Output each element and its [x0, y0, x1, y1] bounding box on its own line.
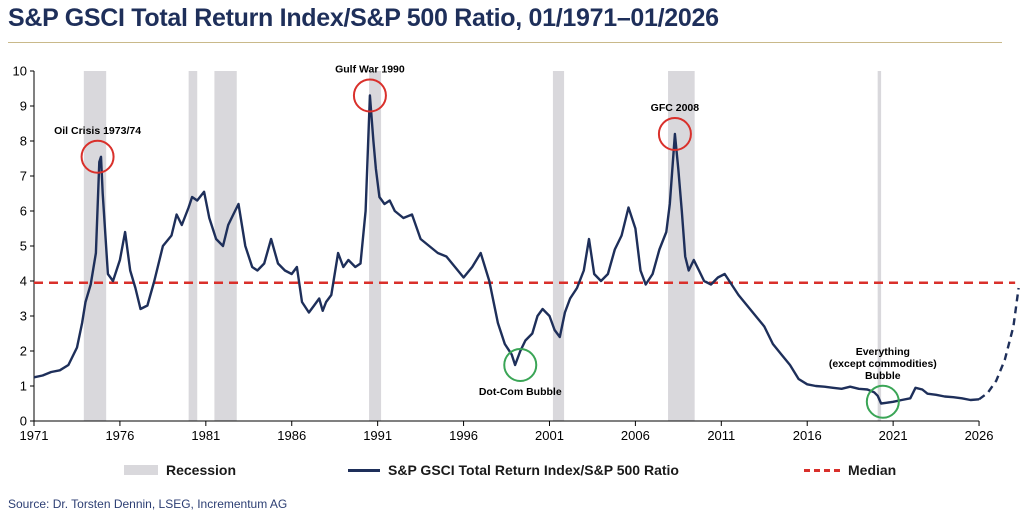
- x-tick-label: 1971: [20, 428, 49, 443]
- chart-axes: 0 1 2 3 4 5 6 7 8 9 10 1971 1976 1981 1986 1991 1996 2001…: [13, 64, 994, 444]
- annotation-layer: Oil Crisis 1973/74 Gulf War 1990 GFC 2008 D…: [54, 64, 937, 419]
- median-swatch: [804, 468, 840, 472]
- y-tick-label: 7: [20, 169, 27, 184]
- annotation-label: (except commodities): [829, 358, 937, 370]
- recession-band: [877, 71, 882, 421]
- recession-band: [552, 71, 565, 421]
- title-divider: [8, 42, 1002, 43]
- y-tick-label: 3: [20, 309, 27, 324]
- ratio-swatch: [348, 468, 380, 472]
- x-tick-label: 2006: [621, 428, 650, 443]
- y-tick-label: 5: [20, 239, 27, 254]
- legend-median-label: Median: [848, 462, 897, 478]
- highlight-circle: [503, 348, 538, 382]
- recession-swatch: [124, 465, 158, 475]
- x-tick-label: 2026: [965, 428, 994, 443]
- x-tick-label: 2001: [535, 428, 564, 443]
- annotation-label: Oil Crisis 1973/74: [54, 125, 141, 137]
- legend-recession: Recession: [124, 462, 236, 478]
- recession-band: [369, 71, 382, 421]
- annotation-label: Everything: [856, 346, 910, 358]
- y-tick-label: 9: [20, 99, 27, 114]
- x-tick-label: 1981: [191, 428, 220, 443]
- y-tick-label: 8: [20, 134, 27, 149]
- annotation-label: Gulf War 1990: [335, 64, 405, 76]
- x-tick-label: 2016: [793, 428, 822, 443]
- series-layer: [33, 94, 1020, 405]
- y-tick-label: 1: [20, 379, 27, 394]
- source-note: Source: Dr. Torsten Dennin, LSEG, Increm…: [8, 497, 288, 511]
- y-tick-label: 4: [20, 274, 27, 289]
- y-tick-label: 6: [20, 204, 27, 219]
- highlight-circle: [80, 139, 115, 174]
- x-tick-label: 1986: [277, 428, 306, 443]
- legend-ratio-label: S&P GSCI Total Return Index/S&P 500 Rati…: [388, 462, 679, 478]
- highlight-circle: [352, 78, 387, 113]
- highlight-circle: [657, 117, 692, 151]
- legend-median: Median: [804, 462, 896, 478]
- legend-recession-label: Recession: [166, 462, 237, 478]
- x-tick-label: 1976: [105, 428, 134, 443]
- x-tick-label: 2011: [707, 428, 735, 443]
- x-tick-label: 1996: [449, 428, 478, 443]
- ratio-series-line: [33, 94, 980, 405]
- recession-band: [214, 71, 237, 421]
- annotation-label: GFC 2008: [651, 102, 700, 114]
- x-tick-label: 1991: [363, 428, 392, 443]
- y-tick-label: 10: [13, 64, 27, 79]
- recession-bands: [83, 71, 882, 421]
- chart-title: S&P GSCI Total Return Index/S&P 500 Rati…: [8, 4, 719, 32]
- recession-band: [668, 71, 695, 421]
- highlight-circle: [865, 384, 900, 419]
- x-tick-label: 2021: [879, 428, 908, 443]
- projection-line: [978, 287, 1020, 401]
- y-tick-label: 2: [20, 344, 27, 359]
- y-tick-label: 0: [20, 414, 27, 429]
- recession-band: [188, 71, 198, 421]
- annotation-label: Bubble: [865, 370, 901, 382]
- annotation-label: Dot-Com Bubble: [479, 386, 562, 398]
- legend-ratio: S&P GSCI Total Return Index/S&P 500 Rati…: [348, 462, 679, 478]
